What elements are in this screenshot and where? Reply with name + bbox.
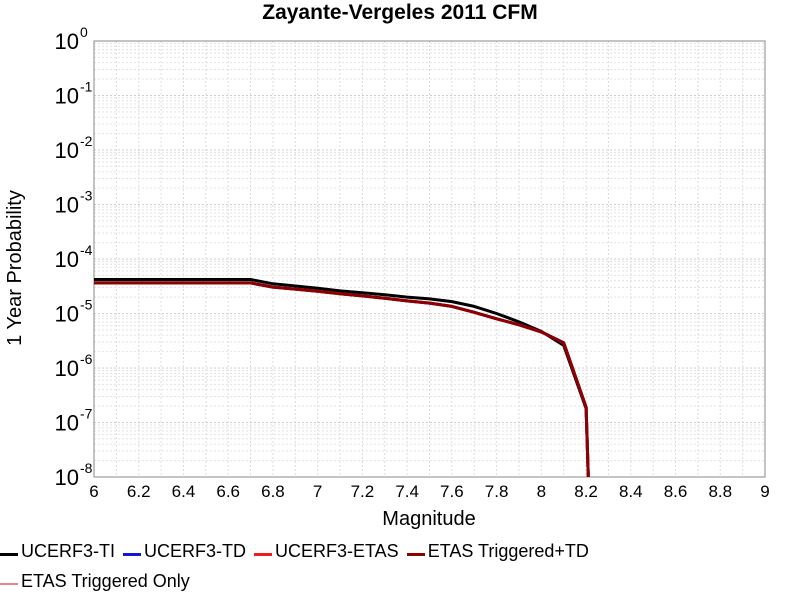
legend-label-ucerf3-etas: UCERF3-ETAS <box>275 540 399 561</box>
x-tick-label: 8 <box>537 482 546 501</box>
legend-swatch-etas-triggered-td <box>406 552 425 556</box>
series-line-etas-triggered-td <box>94 281 590 478</box>
legend-swatch-etas-triggered-only <box>0 583 18 585</box>
legend-label-etas-triggered-td: ETAS Triggered+TD <box>427 540 589 561</box>
y-tick-label: 10 <box>55 302 79 327</box>
x-tick-label: 6.2 <box>127 482 151 501</box>
y-axis-label: 1 Year Probability <box>4 190 26 346</box>
series-line-ucerf3-ti <box>94 278 590 478</box>
x-tick-labels: 6 6.2 6.4 6.6 6.8 7 7.2 7.4 7.6 7.8 8 8.2 8.4 8.6 8.8 9 <box>89 482 769 501</box>
y-tick-exponent: -7 <box>80 406 93 422</box>
x-tick-label: 6.4 <box>172 482 196 501</box>
legend-swatch-ucerf3-etas <box>254 552 272 556</box>
chart-title: Zayante-Vergeles 2011 CFM <box>262 1 537 24</box>
plot-frame <box>93 40 766 478</box>
grid <box>93 41 766 478</box>
legend-label-ucerf3-ti: UCERF3-TI <box>21 540 115 561</box>
series-layer <box>94 278 590 478</box>
y-tick-exponent: -4 <box>80 242 93 258</box>
legend-item-etas-triggered-td: ETAS Triggered+TD <box>406 540 589 562</box>
x-tick-label: 9 <box>760 482 769 501</box>
x-axis-label: Magnitude <box>382 508 475 530</box>
legend-item-ucerf3-ti: UCERF3-TI <box>0 541 115 562</box>
y-tick-exponent: -8 <box>80 460 93 476</box>
y-tick-exponent: -2 <box>80 133 93 149</box>
x-tick-label: 8.4 <box>619 482 643 501</box>
legend-label-etas-triggered-only: ETAS Triggered Only <box>21 570 190 591</box>
x-tick-label: 6.6 <box>216 482 240 501</box>
x-tick-label: 7.8 <box>485 482 509 501</box>
legend-swatch-ucerf3-ti <box>0 552 18 556</box>
legend-swatch-ucerf3-td <box>123 552 141 556</box>
y-tick-exponent: 0 <box>80 24 88 40</box>
y-tick-label: 10 <box>55 193 79 218</box>
x-tick-label: 7 <box>313 482 322 501</box>
x-tick-label: 8.8 <box>708 482 732 501</box>
legend: UCERF3-TI UCERF3-TD UCERF3-ETAS ETAS Tri… <box>0 535 800 597</box>
y-tick-exponent: -6 <box>80 351 93 367</box>
y-tick-label: 10 <box>55 356 79 381</box>
x-tick-label: 8.2 <box>574 482 598 501</box>
y-tick-exponent: -3 <box>80 188 93 204</box>
x-tick-label: 7.2 <box>351 482 375 501</box>
legend-row-1: UCERF3-TI UCERF3-TD UCERF3-ETAS ETAS Tri… <box>0 537 597 565</box>
x-tick-label: 6.8 <box>261 482 285 501</box>
legend-item-ucerf3-td: UCERF3-TD <box>123 541 246 562</box>
y-tick-exponent: -1 <box>80 79 93 95</box>
legend-item-etas-triggered-only: ETAS Triggered Only <box>0 571 190 592</box>
legend-label-ucerf3-td: UCERF3-TD <box>144 540 246 561</box>
y-tick-label: 10 <box>55 138 79 163</box>
y-tick-label: 10 <box>55 247 79 272</box>
x-tick-label: 8.6 <box>664 482 688 501</box>
y-tick-label: 10 <box>55 465 79 490</box>
y-tick-label: 10 <box>55 84 79 109</box>
legend-item-ucerf3-etas: UCERF3-ETAS <box>254 541 399 562</box>
y-tick-label: 10 <box>55 29 79 54</box>
legend-row-2: ETAS Triggered Only <box>0 567 198 595</box>
x-tick-label: 7.4 <box>395 482 419 501</box>
y-tick-exponent: -5 <box>80 297 93 313</box>
x-tick-label: 7.6 <box>440 482 464 501</box>
x-tick-label: 6 <box>89 482 98 501</box>
y-tick-label: 10 <box>55 411 79 436</box>
